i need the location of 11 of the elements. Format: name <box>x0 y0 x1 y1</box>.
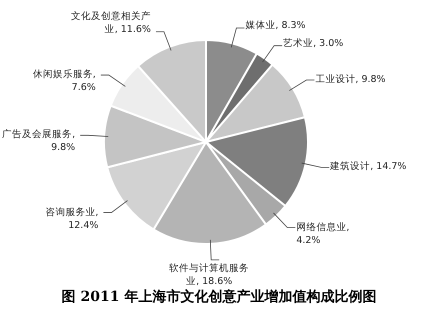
slice-label: 休闲娱乐服务, 7.6% <box>32 68 96 94</box>
slice-label: 广告及会展服务, 9.8% <box>1 128 76 154</box>
slice-label: 建筑设计, 14.7% <box>330 160 408 174</box>
slice-label: 文化及创意相关产业, 11.6% <box>70 10 151 36</box>
slice-label: 工业设计, 9.8% <box>315 73 387 86</box>
slice-label: 软件与计算机服务业, 18.6% <box>169 262 250 288</box>
text: 图 2011 年上海市文化创意产业增加值构成比例图 <box>60 288 378 306</box>
slice-label: 网络信息业, 4.2% <box>296 220 350 246</box>
slice-label: 咨询服务业, 12.4% <box>44 206 98 232</box>
slice-label: 媒体业, 8.3% <box>245 18 307 32</box>
slice-label: 艺术业, 3.0% <box>283 36 344 50</box>
